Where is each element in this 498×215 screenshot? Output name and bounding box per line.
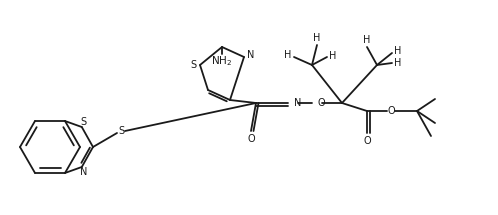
Text: H: H [313,33,321,43]
Text: H: H [394,58,402,68]
Text: S: S [81,117,87,127]
Text: H: H [394,46,402,56]
Text: H: H [364,35,371,45]
Text: S: S [190,60,196,70]
Text: H: H [329,51,337,61]
Text: S: S [118,126,124,136]
Text: N: N [294,98,301,108]
Text: O: O [318,98,326,108]
Text: N: N [248,50,254,60]
Text: O: O [247,134,255,144]
Text: O: O [363,136,371,146]
Text: H: H [284,50,292,60]
Text: N: N [80,167,88,177]
Text: O: O [387,106,395,116]
Text: NH$_2$: NH$_2$ [212,54,233,68]
